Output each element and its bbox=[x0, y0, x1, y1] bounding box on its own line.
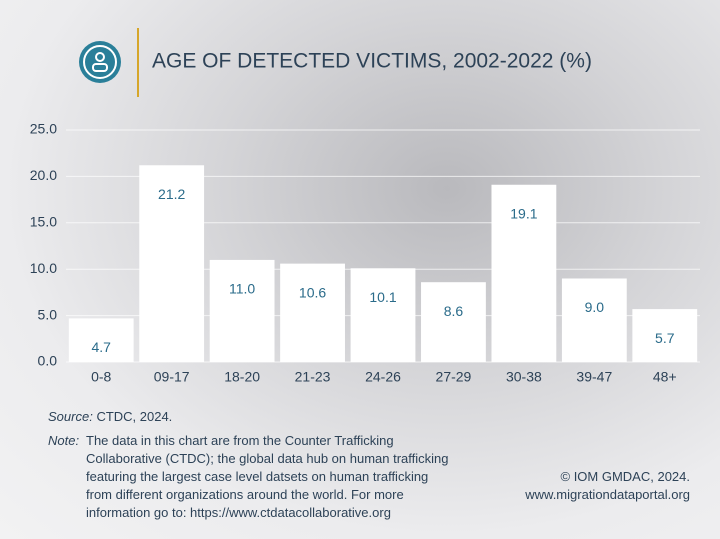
x-tick-label: 0-8 bbox=[91, 369, 111, 385]
note-label: Note: bbox=[48, 432, 88, 450]
value-label: 10.1 bbox=[369, 289, 396, 305]
source-text: CTDC, 2024. bbox=[96, 409, 173, 424]
icon-head bbox=[95, 52, 105, 62]
value-label: 11.0 bbox=[229, 281, 255, 297]
website: www.migrationdataportal.org bbox=[525, 487, 690, 502]
y-tick-label: 5.0 bbox=[38, 306, 58, 322]
y-tick-label: 20.0 bbox=[30, 167, 57, 183]
icon-body bbox=[92, 63, 108, 72]
y-tick-label: 10.0 bbox=[30, 260, 57, 276]
note: The data in this chart are from the Coun… bbox=[86, 433, 449, 520]
source-label: Source: bbox=[48, 409, 93, 424]
value-label: 8.6 bbox=[444, 303, 464, 319]
bar bbox=[632, 309, 698, 362]
y-tick-label: 0.0 bbox=[38, 353, 58, 369]
y-tick-label: 15.0 bbox=[30, 214, 57, 230]
value-label: 10.6 bbox=[299, 284, 326, 300]
x-tick-label: 24-26 bbox=[365, 369, 401, 385]
bar bbox=[350, 268, 416, 362]
x-tick-label: 27-29 bbox=[436, 369, 472, 385]
value-label: 4.7 bbox=[91, 339, 111, 355]
value-label: 9.0 bbox=[585, 299, 605, 315]
chart-title: AGE OF DETECTED VICTIMS, 2002-2022 (%) bbox=[152, 50, 592, 73]
bar bbox=[491, 184, 557, 362]
x-tick-label: 18-20 bbox=[224, 369, 260, 385]
bar bbox=[139, 165, 205, 362]
x-tick-label: 30-38 bbox=[506, 369, 542, 385]
y-tick-label: 25.0 bbox=[30, 121, 57, 137]
bar bbox=[561, 278, 627, 362]
x-tick-label: 48+ bbox=[653, 369, 677, 385]
bar bbox=[421, 282, 486, 362]
value-label: 21.2 bbox=[158, 186, 185, 202]
value-label: 5.7 bbox=[655, 330, 675, 346]
credit: © IOM GMDAC, 2024. www.migrationdataporta… bbox=[525, 468, 690, 504]
x-tick-label: 39-47 bbox=[576, 369, 612, 385]
x-tick-label: 21-23 bbox=[295, 369, 331, 385]
source: Source: CTDC, 2024. bbox=[48, 408, 172, 426]
bar bbox=[68, 318, 134, 362]
x-tick-label: 09-17 bbox=[154, 369, 190, 385]
icon-ring bbox=[83, 45, 117, 79]
credit-text: © IOM GMDAC, 2024. bbox=[560, 469, 691, 484]
value-label: 19.1 bbox=[510, 205, 537, 221]
note-label-text: Note: bbox=[48, 433, 80, 448]
bar bbox=[280, 263, 345, 362]
bar bbox=[209, 259, 275, 362]
